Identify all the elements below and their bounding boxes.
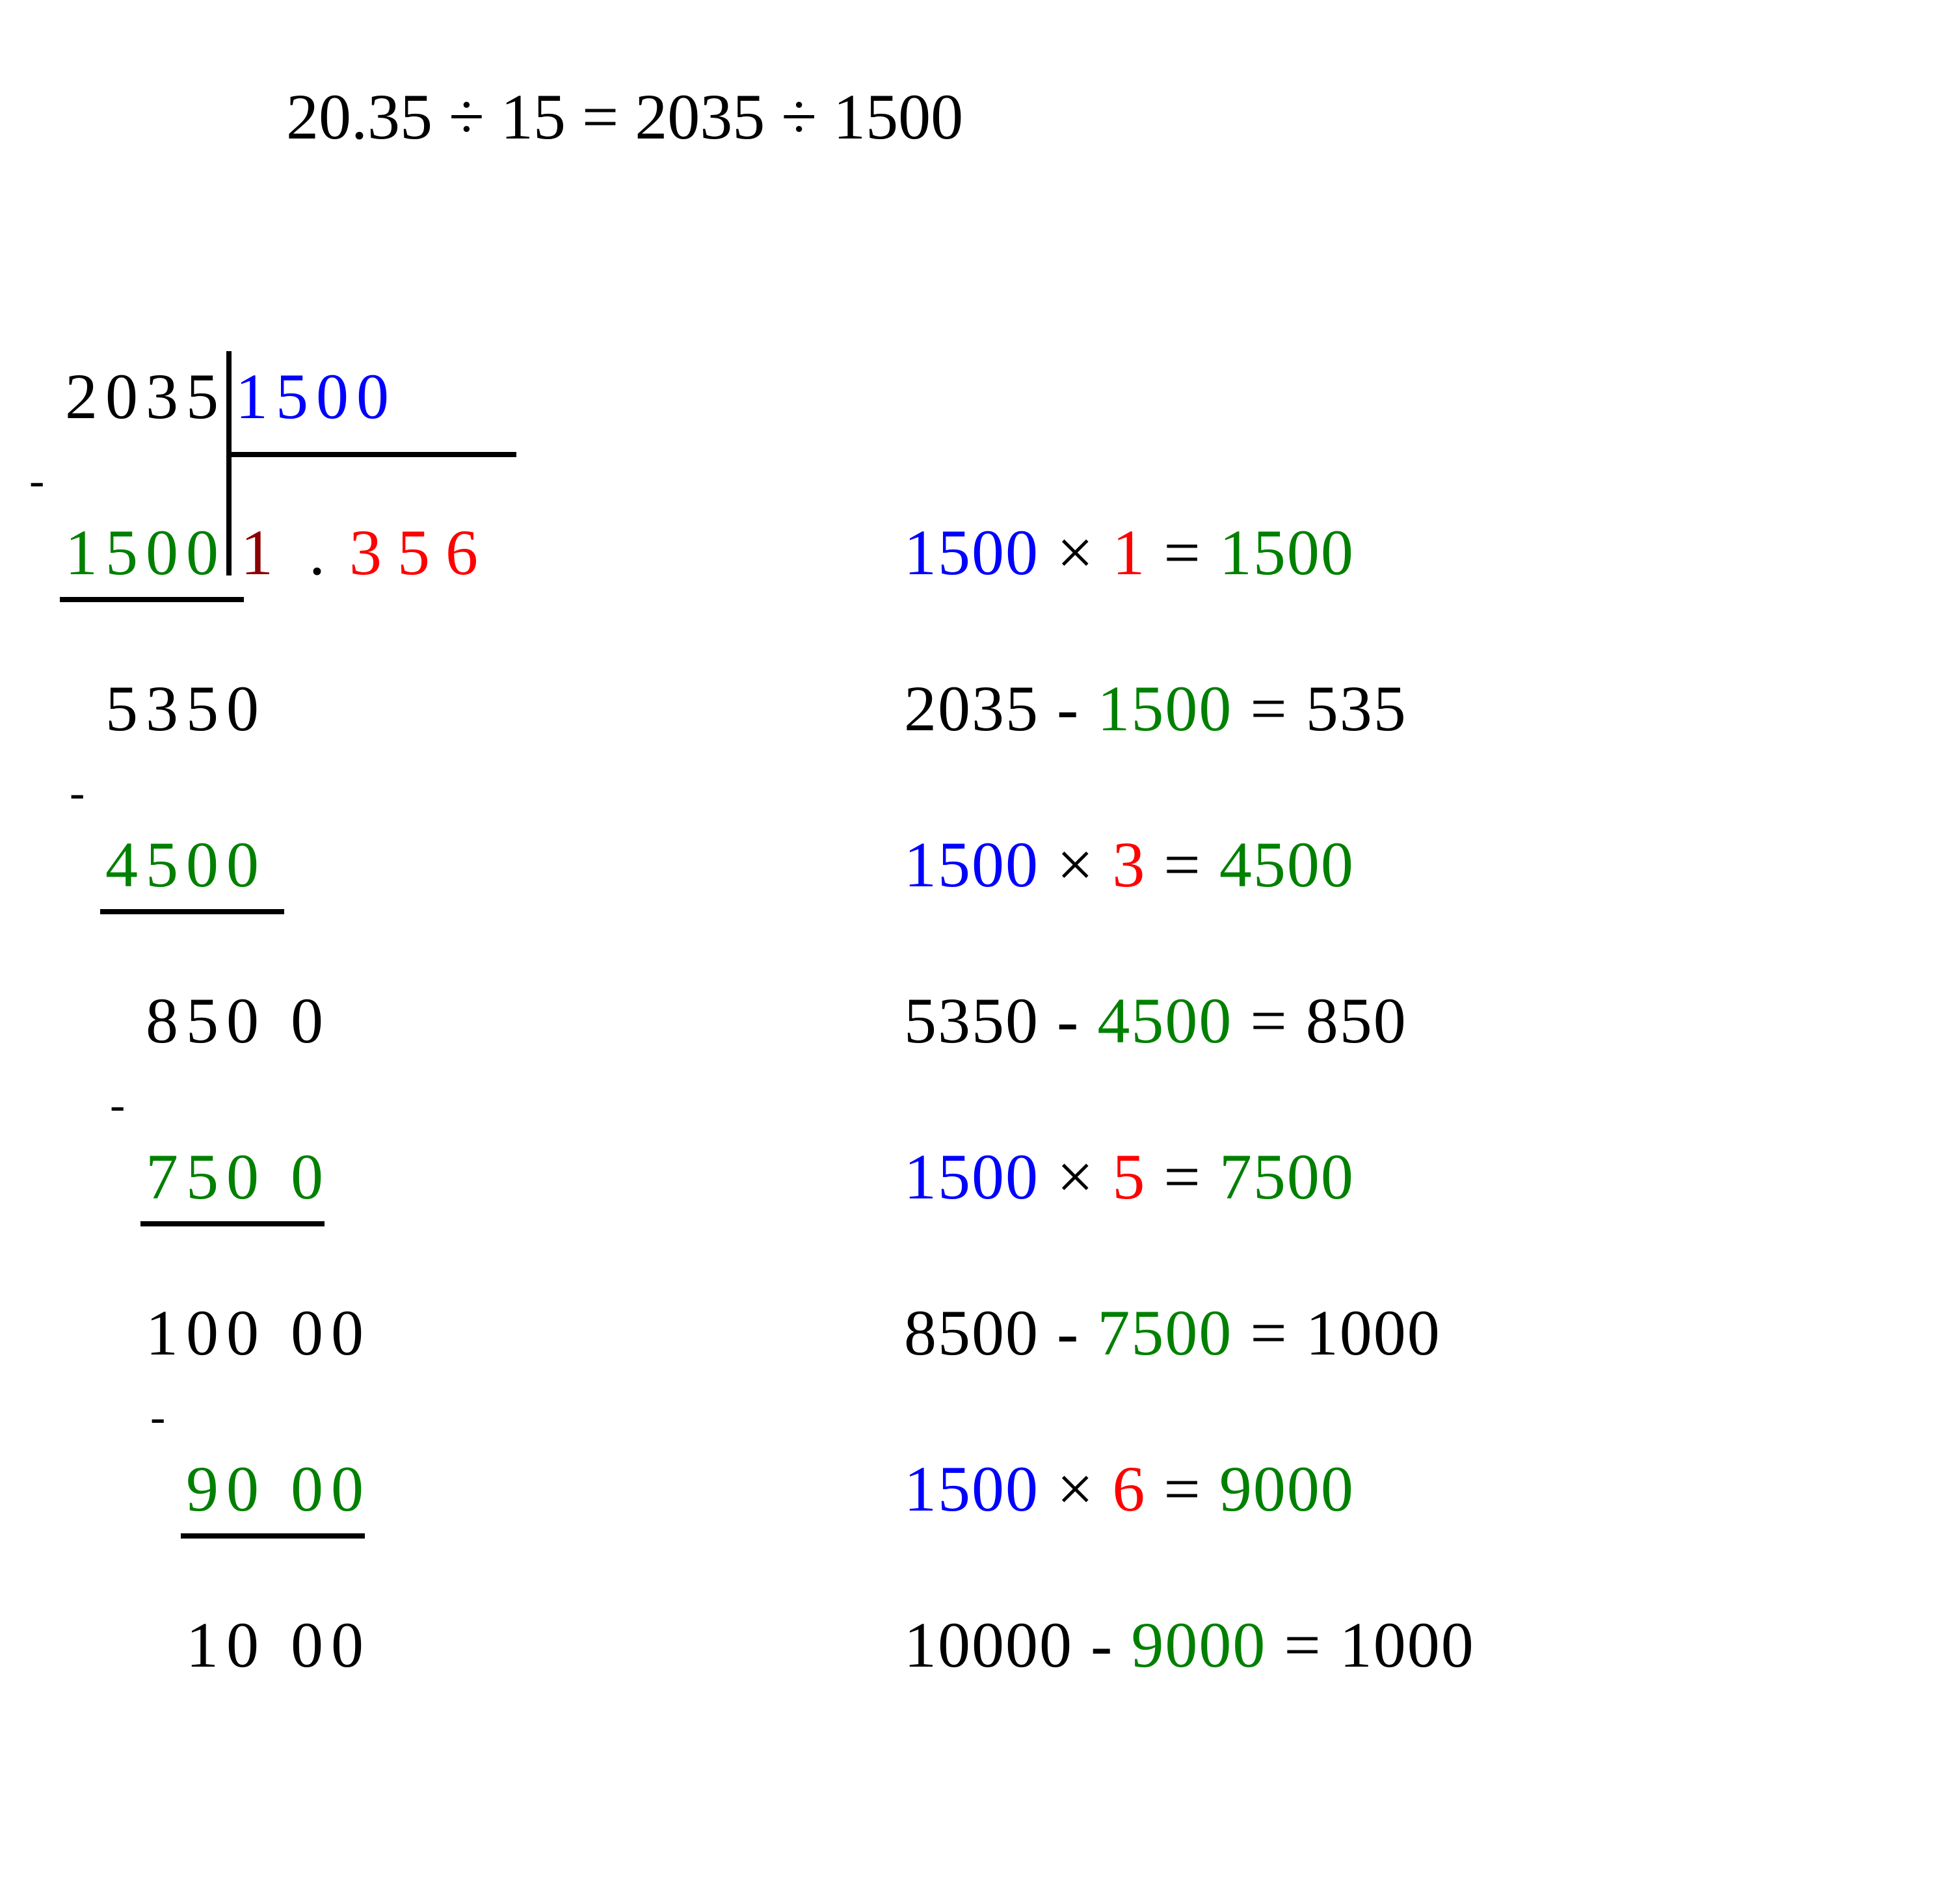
minus-sign: - bbox=[150, 1395, 165, 1440]
step-token: 4500 bbox=[1097, 985, 1232, 1057]
step-token: × bbox=[1039, 1141, 1112, 1213]
step-token: 5350 bbox=[904, 985, 1039, 1057]
division-work-row: 10 00 bbox=[186, 1613, 371, 1678]
step-row: 1500 × 6 = 9000 bbox=[904, 1457, 1355, 1522]
step-token: = bbox=[1266, 1609, 1339, 1681]
step-token: = bbox=[1146, 1453, 1219, 1525]
step-row: 1500 × 3 = 4500 bbox=[904, 832, 1355, 897]
quotient-decimal-point: . bbox=[289, 516, 349, 588]
step-token: 1500 bbox=[904, 1453, 1039, 1525]
step-row: 10000 - 9000 = 1000 bbox=[904, 1613, 1475, 1678]
step-token: 5 bbox=[1112, 1141, 1146, 1213]
step-token: 1000 bbox=[1340, 1609, 1475, 1681]
step-token: - bbox=[1039, 985, 1097, 1057]
step-token: 1500 bbox=[904, 1141, 1039, 1213]
step-token: 4500 bbox=[1219, 828, 1355, 901]
dividend-row: 2035 bbox=[65, 364, 226, 429]
step-token: 6 bbox=[1112, 1453, 1146, 1525]
title-equation: 20.35 ÷ 15 = 2035 ÷ 1500 bbox=[286, 85, 963, 150]
division-work-row: 100 00 bbox=[146, 1301, 371, 1366]
step-token: - bbox=[1073, 1609, 1131, 1681]
minus-sign: - bbox=[70, 771, 85, 816]
subtraction-underline bbox=[140, 1221, 325, 1226]
step-token: 1 bbox=[1112, 516, 1146, 588]
step-token: 9000 bbox=[1131, 1609, 1266, 1681]
step-token: = bbox=[1232, 672, 1305, 745]
step-token: 1500 bbox=[1097, 672, 1232, 745]
step-token: 1000 bbox=[1306, 1297, 1441, 1369]
step-token: 535 bbox=[1306, 672, 1407, 745]
division-work-value: 750 0 bbox=[146, 1141, 331, 1213]
quotient-digit-3: 3 bbox=[349, 516, 397, 588]
step-token: - bbox=[1039, 672, 1097, 745]
division-bracket-vertical bbox=[226, 351, 232, 575]
step-token: = bbox=[1146, 1141, 1219, 1213]
division-work-value: 100 00 bbox=[146, 1297, 371, 1369]
division-work-value: 10 00 bbox=[186, 1609, 371, 1681]
step-token: 850 bbox=[1306, 985, 1407, 1057]
division-work-row: 4500 bbox=[105, 832, 267, 897]
step-token: 8500 bbox=[904, 1297, 1039, 1369]
step-token: × bbox=[1039, 516, 1112, 588]
title-text: 20.35 ÷ 15 = 2035 ÷ 1500 bbox=[286, 81, 963, 153]
quotient-digit-1: 1 bbox=[241, 516, 289, 588]
step-token: 3 bbox=[1112, 828, 1146, 901]
subtraction-underline bbox=[60, 597, 244, 602]
subtraction-underline bbox=[100, 909, 284, 914]
subtraction-underline bbox=[181, 1533, 365, 1539]
step-token: - bbox=[1039, 1297, 1097, 1369]
step-token: 7500 bbox=[1219, 1141, 1355, 1213]
step-token: = bbox=[1232, 985, 1305, 1057]
division-work-value: 4500 bbox=[105, 828, 267, 901]
step-row: 8500 - 7500 = 1000 bbox=[904, 1301, 1441, 1366]
long-division-canvas: 20.35 ÷ 15 = 2035 ÷ 1500 2035 1500 1 . 3… bbox=[26, 26, 1925, 1878]
quotient-digit-5: 5 bbox=[397, 516, 445, 588]
step-token: × bbox=[1039, 1453, 1112, 1525]
division-work-row: 1500 bbox=[65, 520, 226, 585]
division-work-value: 5350 bbox=[105, 672, 267, 745]
division-work-value: 90 00 bbox=[186, 1453, 371, 1525]
step-token: = bbox=[1232, 1297, 1305, 1369]
division-bracket-horizontal bbox=[226, 452, 516, 457]
step-token: 2035 bbox=[904, 672, 1039, 745]
step-row: 1500 × 1 = 1500 bbox=[904, 520, 1355, 585]
step-token: 10000 bbox=[904, 1609, 1073, 1681]
quotient-digit-6: 6 bbox=[445, 516, 494, 588]
step-token: 1500 bbox=[1219, 516, 1355, 588]
step-row: 1500 × 5 = 7500 bbox=[904, 1144, 1355, 1210]
division-work-value: 1500 bbox=[65, 516, 226, 588]
quotient-row: 1 . 356 bbox=[241, 520, 494, 585]
step-token: 7500 bbox=[1097, 1297, 1232, 1369]
step-token: × bbox=[1039, 828, 1112, 901]
divisor: 1500 bbox=[235, 360, 397, 432]
division-work-row: 90 00 bbox=[186, 1457, 371, 1522]
step-token: = bbox=[1146, 516, 1219, 588]
division-work-row: 850 0 bbox=[146, 988, 331, 1053]
step-token: = bbox=[1146, 828, 1219, 901]
divisor-row: 1500 bbox=[235, 364, 397, 429]
step-token: 1500 bbox=[904, 516, 1039, 588]
division-work-row: 5350 bbox=[105, 676, 267, 741]
step-row: 2035 - 1500 = 535 bbox=[904, 676, 1407, 741]
step-row: 5350 - 4500 = 850 bbox=[904, 988, 1407, 1053]
step-token: 1500 bbox=[904, 828, 1039, 901]
division-work-row: 750 0 bbox=[146, 1144, 331, 1210]
minus-sign: - bbox=[29, 458, 44, 504]
step-token: 9000 bbox=[1219, 1453, 1355, 1525]
division-work-value: 850 0 bbox=[146, 985, 331, 1057]
dividend: 2035 bbox=[65, 360, 226, 432]
minus-sign: - bbox=[110, 1083, 125, 1128]
